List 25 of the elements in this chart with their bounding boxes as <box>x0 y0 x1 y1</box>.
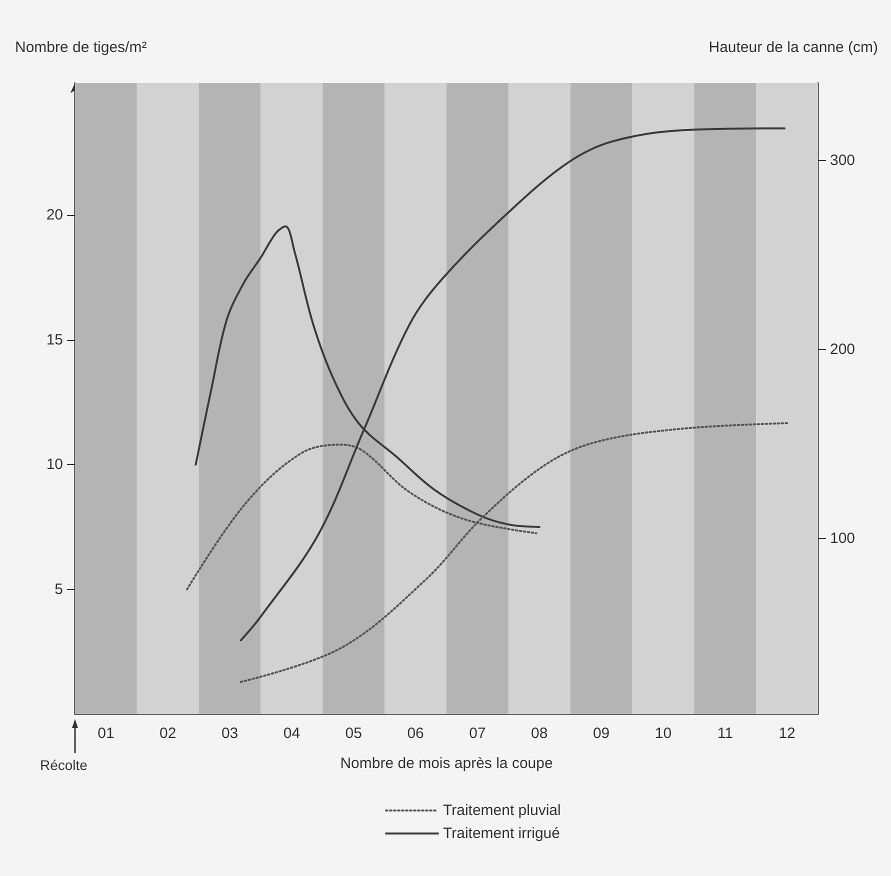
y-tick-label: 20 <box>46 206 63 224</box>
y-tick-label: 10 <box>46 456 63 474</box>
x-tick-label: 11 <box>717 725 733 742</box>
x-tick-label: 04 <box>283 725 300 742</box>
legend-label: Traitement irrigué <box>443 825 560 842</box>
y2-tick-label: 100 <box>830 530 856 547</box>
y-tick-label: 5 <box>54 580 63 598</box>
x-tick-label: 08 <box>531 725 548 742</box>
text: Récolte <box>40 757 88 773</box>
legend-label: Traitement pluvial <box>443 802 561 819</box>
x-tick-label: 03 <box>221 725 238 742</box>
x-tick-label: 12 <box>778 725 796 742</box>
y2-tick-label: 200 <box>830 340 856 358</box>
x-tick-label: 10 <box>654 725 672 742</box>
y-tick-label: 15 <box>46 331 63 348</box>
x-tick-label: 07 <box>469 725 486 742</box>
x-tick-label: 02 <box>160 725 176 742</box>
x-tick-label: 05 <box>345 725 362 742</box>
y-axis-title: Nombre de tiges/m² <box>15 39 147 56</box>
x-tick-label: 01 <box>98 725 114 742</box>
y2-axis-title: Hauteur de la canne (cm) <box>708 39 878 56</box>
y2-tick-label: 300 <box>830 152 856 169</box>
x-tick-label: 06 <box>407 725 424 742</box>
x-axis-title: Nombre de mois après la coupe <box>340 755 553 772</box>
x-tick-label: 09 <box>592 725 610 742</box>
